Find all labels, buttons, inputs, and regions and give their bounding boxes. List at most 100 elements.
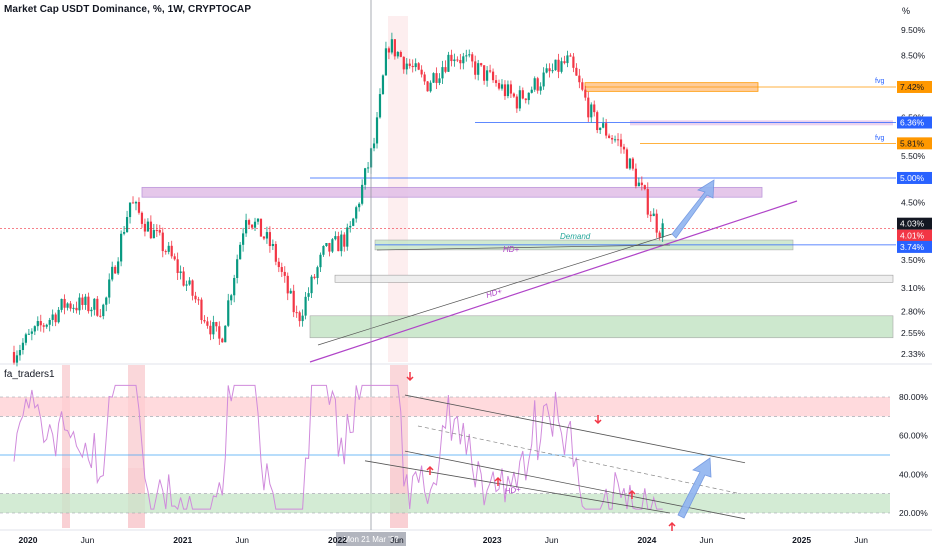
candle-173 [527, 92, 530, 105]
candle-114 [352, 217, 355, 227]
candle-33 [111, 261, 114, 282]
candle-body [423, 74, 426, 82]
candle-body [230, 295, 233, 301]
candle-body [533, 78, 536, 90]
candle-27 [93, 298, 96, 316]
candle-body [176, 259, 179, 273]
candle-123 [378, 88, 382, 119]
candle-42 [137, 197, 141, 215]
candle-124 [381, 74, 385, 95]
signal-column-0 [62, 365, 70, 528]
candle-10 [42, 322, 45, 333]
candle-86 [268, 226, 271, 253]
candle-body [509, 84, 513, 94]
annotation-fvg-lower: fvg [875, 135, 884, 142]
candle-30 [102, 303, 105, 320]
candle-body [488, 70, 492, 72]
candle-210 [637, 177, 640, 187]
candle-body [497, 83, 501, 89]
candle-83 [259, 218, 263, 237]
candle-5 [27, 328, 30, 335]
marker-head [668, 521, 676, 527]
candle-16 [60, 298, 63, 313]
candle-body [619, 139, 623, 147]
candle-body [114, 266, 117, 274]
candle-body [322, 246, 325, 255]
candle-body [661, 223, 664, 238]
price-tick-3: 5.50% [901, 151, 926, 161]
candle-body [191, 280, 194, 296]
candle-body [450, 54, 453, 62]
candle-body [292, 290, 295, 313]
candle-74 [233, 274, 236, 303]
candle-body [158, 230, 161, 233]
candle-body [387, 48, 391, 53]
candle-body [152, 230, 155, 239]
price-tick-5: 3.50% [901, 255, 926, 265]
candle-19 [69, 300, 72, 312]
candle-body [622, 146, 626, 150]
candle-body [548, 68, 551, 72]
candle-body [295, 312, 298, 314]
signal-marker-4 [628, 489, 636, 499]
candle-body [60, 298, 63, 310]
candle-body [414, 63, 417, 68]
candle-body [411, 65, 414, 68]
price-label-1: 6.36% [900, 118, 925, 128]
lower-demand-zone [309, 315, 894, 339]
candle-body [399, 52, 402, 57]
candle-12 [48, 317, 51, 332]
candle-body [453, 59, 456, 62]
candle-body [557, 59, 560, 72]
candle-body [81, 297, 84, 305]
candle-body [233, 277, 236, 296]
candle-199 [605, 118, 608, 139]
marker-head [426, 465, 434, 471]
projection-arrow-osc [677, 457, 712, 519]
candle-body [143, 223, 147, 232]
candle-body [194, 295, 197, 300]
price-label-3: 5.00% [900, 173, 925, 183]
chart-title: Market Cap USDT Dominance, %, 1W, CRYPTO… [4, 4, 252, 15]
candle-104 [322, 245, 325, 257]
candle-135 [414, 58, 417, 72]
candle-body [560, 61, 563, 72]
candle-body [444, 67, 447, 72]
candle-4 [24, 332, 28, 346]
candle-47 [152, 223, 155, 239]
candle-body [134, 202, 138, 204]
price-label-4: 4.03% [900, 219, 925, 229]
candle-body [608, 135, 611, 138]
candle-body [140, 212, 144, 224]
candle-body [69, 303, 72, 309]
candle-196 [596, 110, 599, 134]
candle-172 [524, 98, 527, 104]
candle-body [613, 139, 617, 141]
candle-132 [405, 58, 408, 75]
candle-139 [426, 80, 429, 92]
percent-scale-button[interactable]: % [902, 6, 911, 16]
candle-body [420, 69, 423, 75]
price-label-bg-4 [897, 217, 932, 230]
candle-143 [438, 73, 441, 86]
candle-40 [131, 196, 135, 204]
candle-200 [608, 133, 611, 139]
candle-body [173, 256, 176, 260]
price-tick-6: 3.10% [901, 283, 926, 293]
price-tick-1: 8.50% [901, 51, 926, 61]
candle-156 [477, 59, 480, 81]
candle-126 [387, 46, 391, 60]
candle-body [268, 232, 271, 247]
candle-37 [122, 226, 126, 236]
candle-115 [355, 205, 358, 223]
candle-192 [584, 85, 587, 101]
candle-9 [39, 314, 42, 332]
candle-body [289, 290, 292, 294]
candle-body [286, 275, 289, 294]
candle-body [506, 84, 510, 97]
candle-body [164, 251, 167, 253]
annotation-hd-osc: HD+ [504, 485, 522, 496]
candle-body [486, 70, 489, 81]
candle-body [319, 254, 322, 268]
